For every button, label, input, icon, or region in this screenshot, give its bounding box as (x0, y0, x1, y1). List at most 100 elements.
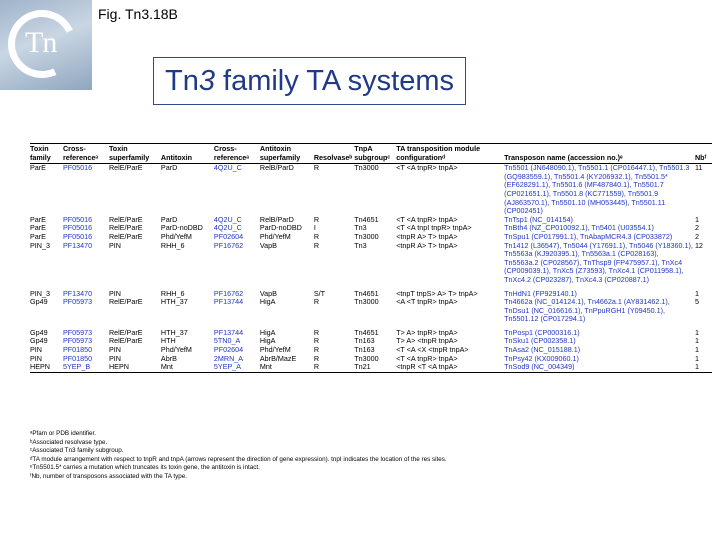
header-cell: Resolvaseᵇ (313, 152, 353, 162)
table-row: PIN PF01850 PIN AbrB 2MRN_A AbrB/MazE R Tn3000 <… (30, 353, 712, 364)
table-cell: Phd/YefM (259, 345, 291, 355)
table-cell: <T <A <X <tnpR tnpA> (396, 345, 469, 355)
table-cell: RelE/ParE (108, 223, 143, 233)
table-cell: ParD-noDBD (160, 223, 203, 233)
table-cell: RelE/ParE (108, 336, 143, 346)
table-cell: VapB (259, 240, 277, 250)
table-cell: 2 (694, 223, 699, 233)
ta-systems-table-container: Toxin family Cross-referenceᵃ Toxin supe… (30, 143, 712, 373)
table-cell: HEPN (30, 362, 50, 372)
table-cell: Mnt (160, 362, 173, 372)
footnotes: ᵃPfam or PDB identifier. ᵇAssociated res… (30, 430, 447, 481)
table-cell: TnSpu1 (CP017991.1), TnAbapMCR4.3 (CP033… (504, 231, 673, 241)
table-cell: S/T (313, 288, 326, 298)
table-cell: Phd/YefM (160, 345, 192, 355)
table-cell: PIN (108, 240, 121, 250)
table-cell: R (313, 353, 320, 363)
table-cell: Mnt (259, 362, 272, 372)
header-cell: Antitoxin (160, 152, 193, 162)
table-cell: R (313, 297, 320, 307)
table-cell: PF16762 (213, 288, 244, 298)
title-italic: 3 (198, 64, 215, 97)
table-cell: PIN (108, 353, 121, 363)
table-cell: PF05016 (62, 214, 93, 224)
table-cell: Tn3000 (354, 163, 379, 173)
table-cell: HTH_37 (160, 327, 188, 337)
table-cell: PIN (108, 288, 121, 298)
table-row: ParE PF05016 RelE/ParE Phd/YefM PF02604 Phd/Y… (30, 231, 712, 242)
footnote: ᵉTn5501.5* carries a mutation which trun… (30, 464, 260, 471)
table-cell: RelE/ParE (108, 163, 143, 173)
table-cell: PF01850 (62, 345, 93, 355)
table-cell: TnPosp1 (CP000316.1) (504, 327, 580, 337)
table-cell: Tn4651 (354, 288, 379, 298)
table-cell: TnHdN1 (FP929140.1) (504, 288, 577, 298)
table-cell: TnPsy42 (KX009060.1) (504, 353, 579, 363)
table-cell: 1 (694, 214, 699, 224)
figure-label: Fig. Tn3.18B (98, 6, 178, 22)
table-cell: ParD (160, 163, 178, 173)
table-cell: 5YEP_A (213, 362, 242, 372)
header-cell: Toxin superfamily (108, 144, 150, 162)
table-cell: <tnpR <T <A tnpA> (396, 362, 458, 372)
footnote: ᶜAssociated Tn3 family subgroup. (30, 447, 124, 454)
table-cell: 4Q2U_C (213, 223, 242, 233)
table-cell: PIN (30, 353, 42, 363)
table-cell: ParE (30, 223, 46, 233)
table-cell: Tn5501 (JN648090.1), Tn5501.1 (CP016447.… (504, 163, 690, 216)
table-cell: 5 (694, 297, 699, 307)
table-cell: PF01850 (62, 353, 93, 363)
table-cell: <tnpR A> T> tnpA> (396, 231, 458, 241)
ta-systems-table: Toxin family Cross-referenceᵃ Toxin supe… (30, 143, 712, 373)
table-cell: RHH_6 (160, 288, 185, 298)
table-cell: 4Q2U_C (213, 214, 242, 224)
table-cell: HTH_37 (160, 297, 188, 307)
table-cell: HTH (160, 336, 176, 346)
header-cell: Cross-referenceᵃ (213, 144, 249, 162)
logo-text: Tn (25, 26, 57, 59)
table-cell: R (313, 362, 320, 372)
table-cell: R (313, 214, 320, 224)
table-cell: TnTsp1 (NC_014154) (504, 214, 573, 224)
table-cell: R (313, 327, 320, 337)
table-cell: 1 (694, 345, 699, 355)
table-cell: PF05016 (62, 163, 93, 173)
header-cell: Transposon name (accession no.)ᵉ (504, 152, 623, 162)
table-cell: <T <A tnpR> tnpA> (396, 163, 458, 173)
table-cell: TnAsa2 (NC_015188.1) (504, 345, 581, 355)
slide-title: Tn 3 family TA systems (153, 57, 466, 105)
table-cell: <T <A tnpR> tnpA> (396, 214, 458, 224)
table-cell: RelE/ParE (108, 297, 143, 307)
header-cell: Antitoxin superfamily (259, 144, 301, 162)
table-cell: RelE/ParE (108, 327, 143, 337)
table-cell: Phd/YefM (259, 231, 291, 241)
table-cell: Tn4662a (NC_014124.1), Tn4662a.1 (AY8314… (504, 297, 670, 324)
table-cell: Gp49 (30, 327, 48, 337)
table-cell: Gp49 (30, 336, 48, 346)
table-cell: PF05973 (62, 336, 93, 346)
table-cell: RelB/ParD (259, 163, 294, 173)
table-row: PIN_3 PF13470 PIN RHH_6 PF16762 VapB R Tn3 <tnpR… (30, 240, 712, 285)
table-row: HEPN 5YEP_B HEPN Mnt 5YEP_A Mnt R Tn21 <tnpR <T … (30, 362, 712, 373)
table-cell: R (313, 231, 320, 241)
table-row: PIN PF01850 PIN Phd/YefM PF02604 Phd/YefM R Tn1… (30, 345, 712, 355)
footnote: ᶠNb, number of transposons associated wi… (30, 472, 187, 480)
table-cell: 2MRN_A (213, 353, 244, 363)
table-cell: PF13744 (213, 297, 244, 307)
table-cell: PIN_3 (30, 240, 50, 250)
header-cell: Toxin family (30, 144, 51, 162)
table-cell: 11 (694, 163, 703, 173)
table-cell: ParE (30, 231, 46, 241)
table-cell: Phd/YefM (160, 231, 192, 241)
table-cell: Tn163 (354, 345, 375, 355)
table-cell: I (313, 223, 316, 233)
table-cell: <A <T tnpR> tnpA> (396, 297, 458, 307)
table-cell: Tn3000 (354, 297, 379, 307)
table-cell: PIN_3 (30, 288, 50, 298)
table-header-row: Toxin family Cross-referenceᵃ Toxin supe… (30, 143, 712, 164)
table-cell: 1 (694, 288, 699, 298)
table-cell: VapB (259, 288, 277, 298)
table-row: Gp49 PF05973 RelE/ParE HTH_37 PF13744 HigA R Tn… (30, 297, 712, 324)
table-cell: HigA (259, 297, 276, 307)
table-body: ParE PF05016 RelE/ParE ParD 4Q2U_C RelB/ParD R… (30, 163, 712, 373)
